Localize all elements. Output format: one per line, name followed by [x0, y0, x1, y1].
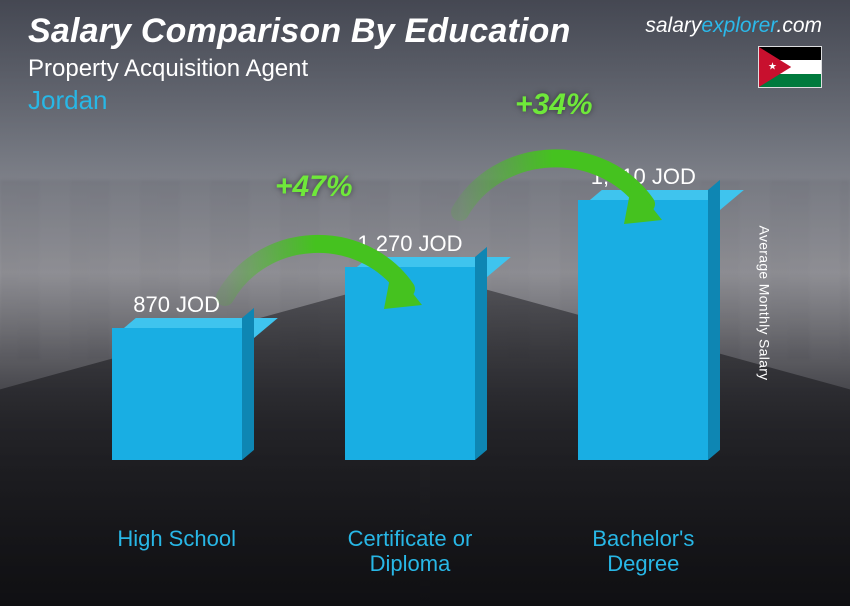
bars-container: 870 JOD 1,270 JOD 1,710 JOD [60, 160, 760, 460]
bar-2: 1,710 JOD [553, 164, 733, 460]
bar-chart: 870 JOD 1,270 JOD 1,710 JOD High School Cer… [60, 160, 760, 576]
chart-subtitle: Property Acquisition Agent [28, 55, 822, 83]
chart-country: Jordan [28, 85, 822, 116]
bar-0: 870 JOD [87, 292, 267, 460]
bar-shape-1 [345, 267, 475, 460]
x-labels-container: High School Certificate orDiploma Bachelor… [60, 526, 760, 576]
flag-star-icon: ★ [768, 62, 777, 73]
brand-tld: .com [776, 14, 822, 37]
x-label-0: High School [77, 526, 277, 576]
x-label-1: Certificate orDiploma [310, 526, 510, 576]
bar-value-0: 870 JOD [133, 292, 220, 318]
country-flag-icon: ★ [758, 46, 822, 88]
bar-value-1: 1,270 JOD [357, 231, 462, 257]
bar-shape-0 [112, 328, 242, 460]
increase-pct-0: +47% [275, 170, 353, 204]
bar-value-2: 1,710 JOD [591, 164, 696, 190]
x-label-2: Bachelor'sDegree [543, 526, 743, 576]
brand-suffix: explorer [701, 14, 776, 37]
increase-pct-1: +34% [515, 88, 593, 122]
bar-1: 1,270 JOD [320, 231, 500, 460]
brand-logo: salaryexplorer.com [645, 14, 822, 38]
bar-shape-2 [578, 200, 708, 460]
brand-prefix: salary [645, 14, 701, 37]
